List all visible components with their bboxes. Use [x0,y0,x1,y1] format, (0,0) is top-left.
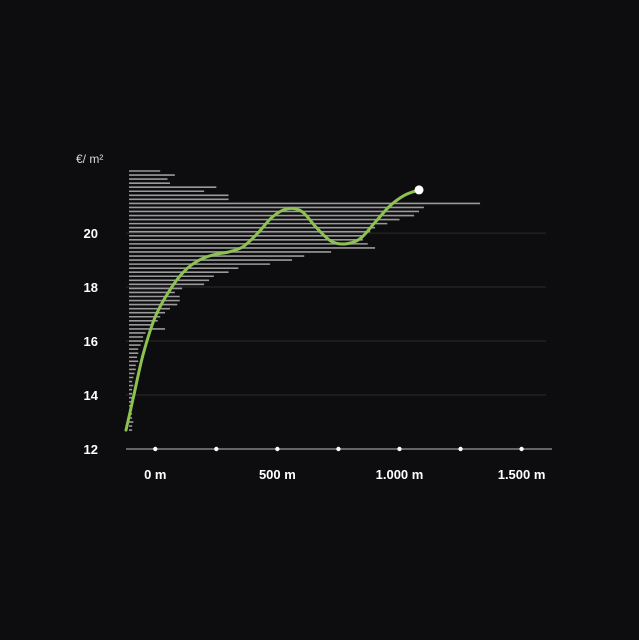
y-tick-label: 20 [84,226,98,241]
x-axis-dot [458,446,463,452]
x-tick-label: 1.000 m [376,467,424,482]
price-line [124,188,421,432]
gridlines [126,232,546,396]
y-tick-label: 12 [84,442,98,457]
y-tick-label: 14 [84,388,99,403]
y-tick-label: 18 [84,280,98,295]
x-axis-dot [397,446,402,452]
y-axis-unit-label: €/ m² [76,152,103,166]
x-tick-label: 500 m [259,467,296,482]
x-axis-ticks: 0 m 500 m 1.000 m 1.500 m [144,467,545,482]
y-tick-label: 16 [84,334,98,349]
x-axis-dot [336,446,341,452]
x-axis-dot [519,446,524,452]
x-axis-dot [214,446,219,452]
line-endpoint-marker [414,185,424,195]
x-axis-dot [153,446,158,452]
y-axis-ticks: 12 14 16 18 20 [84,226,99,457]
x-tick-label: 1.500 m [498,467,546,482]
price-line-series [124,185,424,432]
x-axis-dot [275,446,280,452]
x-axis [126,446,552,452]
distribution-bars [129,170,481,431]
x-tick-label: 0 m [144,467,166,482]
